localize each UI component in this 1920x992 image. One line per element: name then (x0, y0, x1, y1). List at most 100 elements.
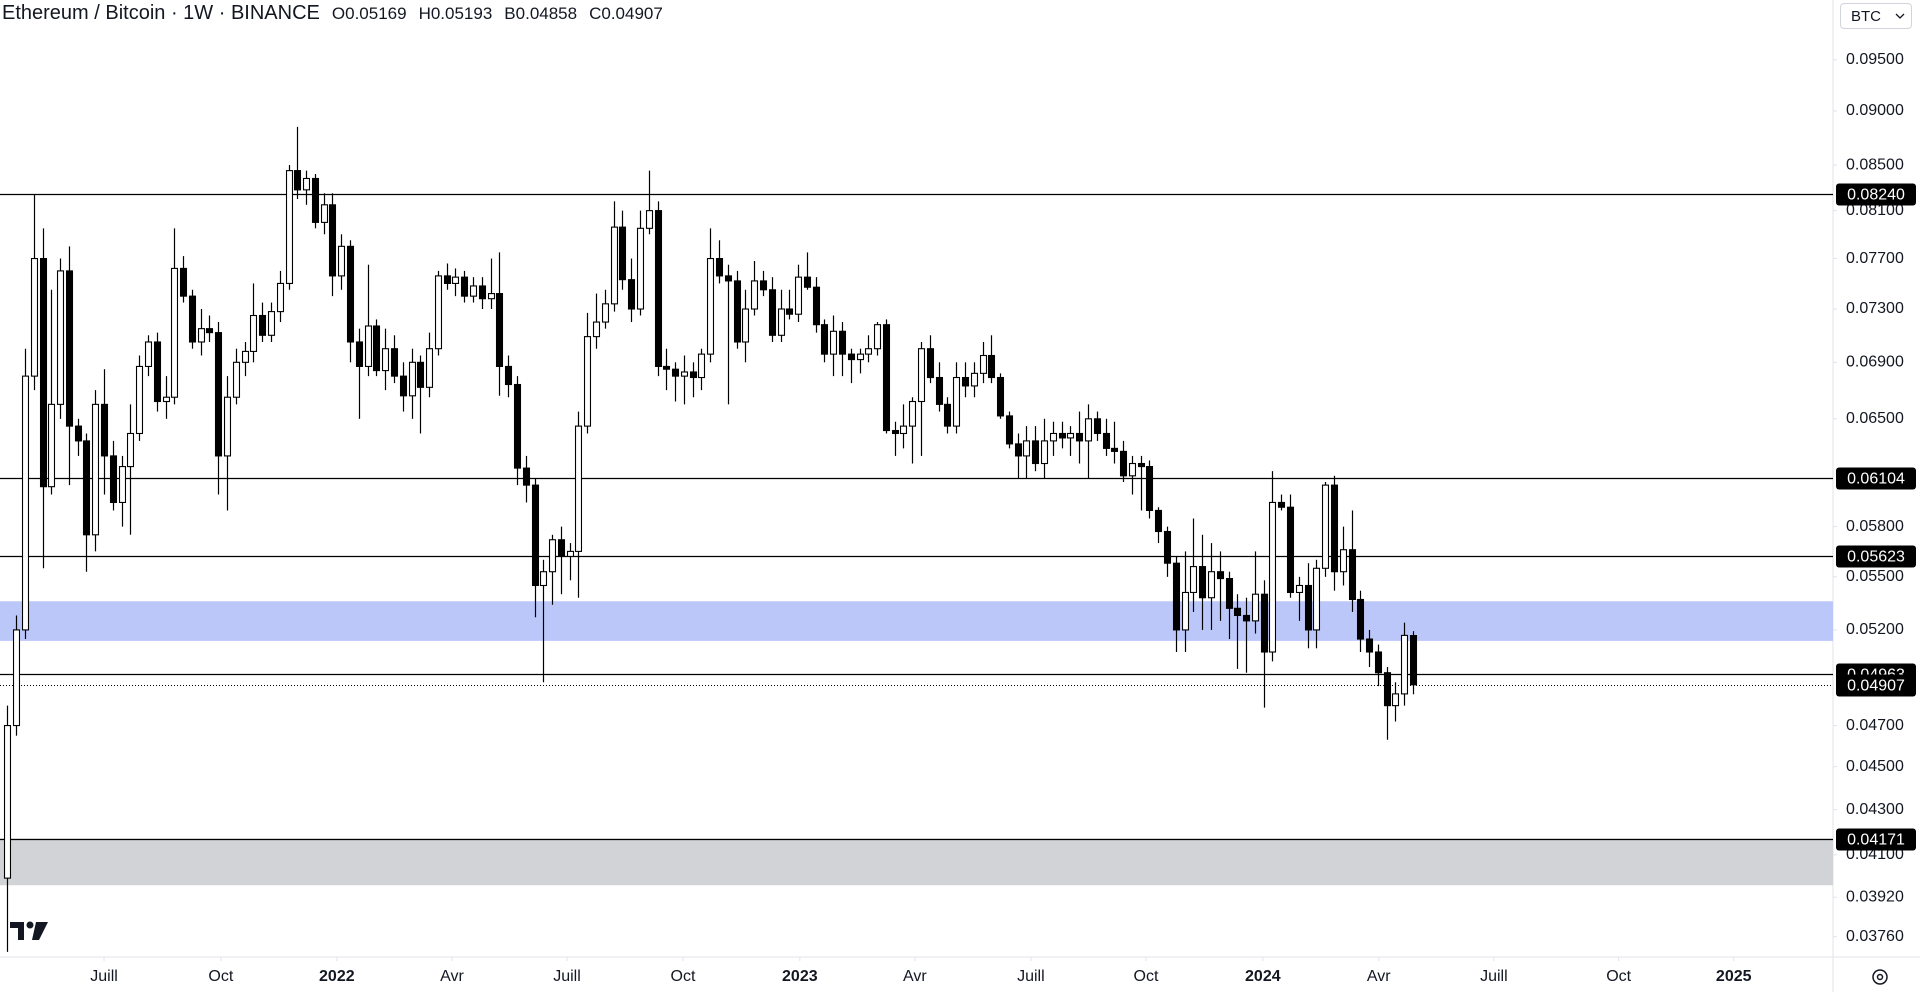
tv-logo (10, 921, 48, 940)
candle-body (1242, 614, 1251, 622)
candle-body (987, 354, 996, 379)
candle-body (126, 432, 135, 468)
candle-body (12, 629, 21, 727)
candle-body (21, 375, 30, 631)
candle-body (1330, 484, 1339, 573)
candle-body (82, 440, 91, 536)
candle-body (381, 348, 390, 372)
candle-body (1093, 418, 1102, 435)
price-box (1836, 674, 1916, 697)
price-box-label: 0.06104 (1847, 471, 1905, 488)
candle-body (1312, 567, 1321, 631)
candle-body (856, 353, 865, 361)
candle-body (750, 280, 759, 310)
candle-body (30, 257, 39, 377)
candle-body (320, 204, 329, 223)
candle-body (267, 311, 276, 336)
candle-body (1207, 571, 1216, 599)
candle-body (838, 330, 847, 355)
candle-body (293, 170, 302, 191)
currency-label: BTC (1851, 7, 1881, 25)
candle-body (1400, 634, 1409, 695)
candle-body (1154, 509, 1163, 533)
candle-body (557, 539, 566, 557)
candle-body (188, 295, 197, 343)
price-box (1836, 545, 1916, 568)
candle-body (531, 484, 540, 587)
candle-body (812, 286, 821, 326)
candle-body (697, 353, 706, 379)
candle-body (864, 348, 873, 355)
candle-body (91, 403, 100, 536)
ohlc: C0.04907 (589, 4, 663, 24)
y-tick-label: 0.05200 (1846, 621, 1904, 638)
candle-body (1383, 672, 1392, 707)
candle-body (1137, 462, 1146, 468)
candle-body (416, 361, 425, 388)
x-tick-label: Avr (1367, 968, 1391, 985)
candle-body (56, 270, 65, 405)
candle-body (328, 204, 337, 277)
x-tick-label: Oct (1134, 968, 1159, 985)
candle-body (733, 280, 742, 343)
candle-body (1084, 418, 1093, 442)
candle-body (1286, 506, 1295, 594)
candle-body (513, 383, 522, 469)
currency-selector[interactable]: BTC (1840, 3, 1912, 29)
candle-body (785, 308, 794, 315)
x-tick-label: 2025 (1716, 968, 1752, 985)
candle-body (408, 361, 417, 397)
candle-body (601, 303, 610, 323)
candle-body (223, 396, 232, 457)
candle-body (768, 289, 777, 336)
candle-body (109, 455, 118, 504)
candle-body (706, 257, 715, 355)
candle-body (214, 332, 223, 457)
candle-body (285, 170, 294, 284)
x-tick-label: Juill (1017, 968, 1045, 985)
candle-body (302, 177, 311, 191)
candle-body (574, 425, 583, 552)
candle-body (943, 403, 952, 427)
ohlc-label: C (589, 4, 602, 23)
candle-body (820, 324, 829, 355)
candle-body (908, 400, 917, 427)
candle-body (583, 336, 592, 427)
candle-body (451, 276, 460, 284)
settings-icon[interactable] (1872, 969, 1888, 985)
candle-body (917, 348, 926, 403)
candle-body (197, 328, 206, 343)
x-tick-label: Avr (440, 968, 464, 985)
symbol-title: Ethereum / Bitcoin · 1W · BINANCE (2, 2, 320, 24)
candle-body (899, 425, 908, 435)
candle-body (170, 267, 179, 398)
candle-body (249, 314, 258, 352)
candle-body (1409, 635, 1418, 686)
candle-body (1119, 450, 1128, 477)
candle-body (1216, 571, 1225, 580)
candle-body (495, 293, 504, 367)
candle-body (346, 245, 355, 343)
price-box-label: 0.05623 (1847, 549, 1905, 566)
candle-body (39, 257, 48, 488)
candle-body (970, 372, 979, 387)
candle-body (1181, 591, 1190, 631)
candle-body (1295, 584, 1304, 594)
x-tick-label: Juill (553, 968, 581, 985)
candle-body (1268, 501, 1277, 653)
candle-body (390, 348, 399, 377)
y-tick-label: 0.04700 (1846, 717, 1904, 734)
candle-body (1102, 432, 1111, 449)
candle-body (873, 324, 882, 350)
candle-body (443, 275, 452, 284)
x-tick-label: 2023 (782, 968, 818, 985)
y-tick-label: 0.09500 (1846, 51, 1904, 68)
ohlc-label: O (331, 4, 346, 23)
price-box-label: 0.04907 (1847, 678, 1905, 695)
candle-body (689, 371, 698, 379)
candle-body (1040, 440, 1049, 465)
x-tick-label: Juill (1480, 968, 1508, 985)
candle-body (715, 257, 724, 277)
candle-body (425, 348, 434, 388)
plot-area (0, 126, 1833, 952)
